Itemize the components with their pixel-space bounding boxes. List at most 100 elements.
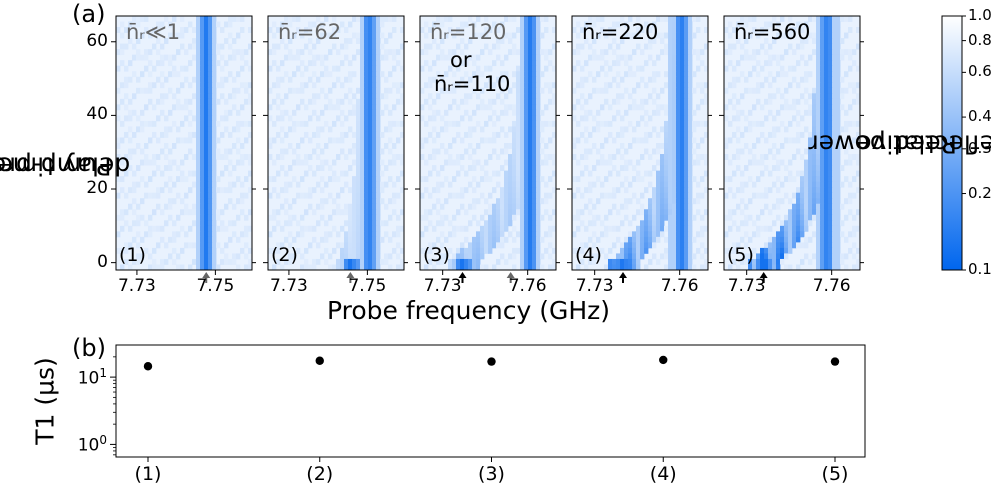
heatmap-cell xyxy=(632,137,637,144)
heatmap-cell xyxy=(608,154,613,160)
heatmap-cell xyxy=(680,187,685,194)
t1-category-label: (3) xyxy=(478,463,505,485)
heatmap-cell xyxy=(648,225,653,232)
heatmap-cell xyxy=(332,198,337,205)
heatmap-cell xyxy=(592,143,597,149)
heatmap-cell xyxy=(340,82,345,89)
heatmap-cell xyxy=(484,82,489,89)
heatmap-cell xyxy=(664,16,669,22)
heatmap-cell xyxy=(364,225,369,232)
heatmap-cell xyxy=(828,60,833,67)
heatmap-cell xyxy=(364,93,369,100)
heatmap-cell xyxy=(444,159,449,166)
heatmap-cell xyxy=(760,82,765,89)
heatmap-cell xyxy=(176,214,181,221)
heatmap-cell xyxy=(848,181,853,188)
heatmap-cell xyxy=(780,54,785,61)
heatmap-cell xyxy=(420,214,425,221)
heatmap-cell xyxy=(132,21,137,28)
heatmap-cell xyxy=(824,131,829,138)
heatmap-cell xyxy=(584,21,589,28)
heatmap-cell xyxy=(220,82,225,89)
heatmap-cell xyxy=(776,203,781,210)
heatmap-cell xyxy=(584,98,589,105)
heatmap-cell xyxy=(196,93,201,100)
heatmap-cell xyxy=(588,148,593,155)
heatmap-cell xyxy=(176,253,181,260)
heatmap-cell xyxy=(620,115,625,122)
heatmap-cell xyxy=(308,76,313,83)
heatmap-cell xyxy=(700,225,705,232)
heatmap-cell xyxy=(688,21,693,28)
heatmap-cell xyxy=(400,82,405,89)
heatmap-cell xyxy=(280,225,285,232)
heatmap-cell xyxy=(700,192,705,199)
heatmap-cell xyxy=(684,126,689,133)
heatmap-cell xyxy=(520,192,525,199)
heatmap-cell xyxy=(212,258,217,265)
heatmap-cell xyxy=(360,115,365,122)
heatmap-cell xyxy=(240,104,245,111)
heatmap-cell xyxy=(444,198,449,205)
heatmap-cell xyxy=(452,60,457,67)
heatmap-cell xyxy=(512,198,517,205)
heatmap-cell xyxy=(756,71,761,78)
heatmap-cell xyxy=(664,104,669,111)
heatmap-cell xyxy=(728,120,733,127)
heatmap-cell xyxy=(768,187,773,194)
heatmap-cell xyxy=(204,236,209,243)
heatmap-cell xyxy=(588,181,593,188)
heatmap-cell xyxy=(208,82,213,89)
heatmap-cell xyxy=(856,187,861,194)
heatmap-cell xyxy=(796,209,801,216)
heatmap-cell xyxy=(168,187,173,194)
heatmap-cell xyxy=(236,198,241,205)
heatmap-cell xyxy=(548,120,553,127)
heatmap-cell xyxy=(812,165,817,172)
heatmap-cell xyxy=(372,143,377,149)
heatmap-cell xyxy=(572,27,577,33)
axes-frames xyxy=(115,15,861,271)
heatmap-cell xyxy=(288,54,293,61)
heatmap-cell xyxy=(272,60,277,67)
heatmap-cell xyxy=(248,154,253,160)
heatmap-cell xyxy=(492,170,497,177)
heatmap-cell xyxy=(816,98,821,105)
heatmap-cell xyxy=(820,71,825,78)
heatmap-cell xyxy=(804,181,809,188)
heatmap-cell xyxy=(740,54,745,61)
heatmap-cell xyxy=(828,115,833,122)
heatmap-cell xyxy=(620,38,625,45)
heatmap-cell xyxy=(248,98,253,105)
heatmap-cell xyxy=(136,16,141,22)
heatmap-cell xyxy=(640,253,645,260)
heatmap-cell xyxy=(376,143,381,149)
heatmap-cell xyxy=(204,154,209,160)
heatmap-cell xyxy=(608,43,613,50)
heatmap-cell xyxy=(756,87,761,94)
heatmap-cell xyxy=(736,98,741,105)
heatmap-cell xyxy=(528,49,533,56)
heatmap-cell xyxy=(380,258,385,265)
heatmap-cell xyxy=(500,198,505,205)
heatmap-cell xyxy=(332,104,337,111)
heatmap-cell xyxy=(452,192,457,199)
heatmap-cell xyxy=(280,154,285,160)
heatmap-cell xyxy=(372,264,377,271)
heatmap-cell xyxy=(540,214,545,221)
heatmap-cell xyxy=(516,120,521,127)
heatmap-cell xyxy=(660,38,665,45)
heatmap-cell xyxy=(536,187,541,194)
heatmap-cell xyxy=(332,225,337,232)
heatmap-cell xyxy=(520,109,525,116)
heatmap-cell xyxy=(360,225,365,232)
heatmap-cell xyxy=(680,120,685,127)
heatmap-cell xyxy=(496,76,501,83)
heatmap-cell xyxy=(368,16,373,22)
heatmap-cell xyxy=(764,49,769,56)
heatmap-cell xyxy=(376,71,381,78)
heatmap-cell xyxy=(624,258,629,265)
heatmap-cell xyxy=(500,253,505,260)
heatmap-cell xyxy=(180,170,185,177)
heatmap-cell xyxy=(268,65,273,72)
